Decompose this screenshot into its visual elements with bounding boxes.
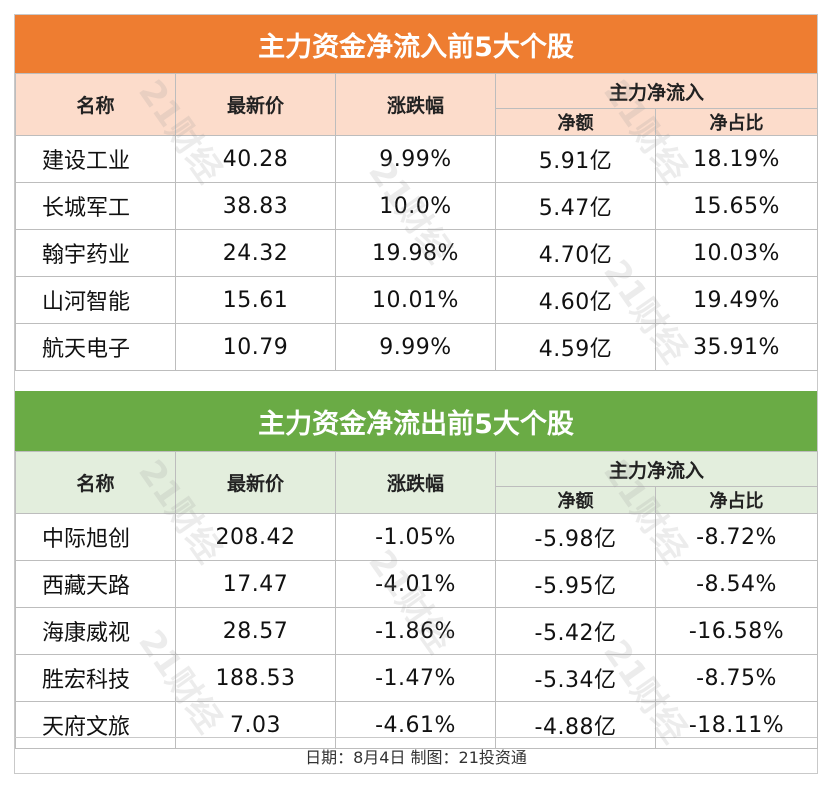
table-row: 航天电子 10.79 9.99% 4.59亿 35.91% <box>15 323 819 371</box>
inflow-table: 名称 最新价 涨跌幅 主力净流入 净额 净占比 建设工业 40.28 9.99%… <box>15 73 819 371</box>
stock-name: 西藏天路 <box>15 560 176 608</box>
stock-net-amount: 5.47亿 <box>495 182 656 230</box>
outflow-table: 名称 最新价 涨跌幅 主力净流入 净额 净占比 中际旭创 208.42 -1.0… <box>15 451 819 749</box>
stock-name: 海康威视 <box>15 607 176 655</box>
stock-name: 长城军工 <box>15 182 176 230</box>
stock-name: 建设工业 <box>15 135 176 183</box>
stock-price: 17.47 <box>175 560 336 608</box>
stock-net-amount: -5.34亿 <box>495 654 656 702</box>
stock-net-amount: -4.88亿 <box>495 701 656 749</box>
stock-price: 40.28 <box>175 135 336 183</box>
header-net-ratio: 净占比 <box>654 108 819 136</box>
stock-price: 188.53 <box>175 654 336 702</box>
stock-change: 10.01% <box>335 276 496 324</box>
table-row: 翰宇药业 24.32 19.98% 4.70亿 10.03% <box>15 229 819 277</box>
stock-net-ratio: -8.54% <box>654 560 819 608</box>
stock-name: 中际旭创 <box>15 513 176 561</box>
stock-change: -4.61% <box>335 701 496 749</box>
stock-net-amount: -5.42亿 <box>495 607 656 655</box>
stock-net-amount: -5.98亿 <box>495 513 656 561</box>
stock-change: -1.05% <box>335 513 496 561</box>
stock-net-ratio: 10.03% <box>654 229 819 277</box>
stock-change: -1.86% <box>335 607 496 655</box>
stock-net-ratio: -8.75% <box>654 654 819 702</box>
stock-price: 10.79 <box>175 323 336 371</box>
header-change: 涨跌幅 <box>335 73 496 136</box>
header-price: 最新价 <box>175 73 336 136</box>
stock-price: 208.42 <box>175 513 336 561</box>
stock-net-amount: 4.59亿 <box>495 323 656 371</box>
stock-price: 28.57 <box>175 607 336 655</box>
table-row: 中际旭创 208.42 -1.05% -5.98亿 -8.72% <box>15 513 819 561</box>
stock-price: 7.03 <box>175 701 336 749</box>
stock-net-ratio: 35.91% <box>654 323 819 371</box>
stock-net-ratio: 15.65% <box>654 182 819 230</box>
header-net-amount: 净额 <box>495 486 656 514</box>
outflow-title: 主力资金净流出前5大个股 <box>15 391 817 451</box>
table-row: 长城军工 38.83 10.0% 5.47亿 15.65% <box>15 182 819 230</box>
header-name: 名称 <box>15 73 176 136</box>
stock-net-ratio: 18.19% <box>654 135 819 183</box>
table-row: 天府文旅 7.03 -4.61% -4.88亿 -18.11% <box>15 701 819 749</box>
footer-caption: 日期：8月4日 制图：21投资通 <box>15 737 817 774</box>
stock-flow-card: 主力资金净流入前5大个股 名称 最新价 涨跌幅 主力净流入 净额 净占比 建设工… <box>14 14 819 774</box>
stock-change: -4.01% <box>335 560 496 608</box>
stock-change: -1.47% <box>335 654 496 702</box>
table-row: 海康威视 28.57 -1.86% -5.42亿 -16.58% <box>15 607 819 655</box>
stock-price: 24.32 <box>175 229 336 277</box>
stock-net-amount: 4.70亿 <box>495 229 656 277</box>
stock-price: 38.83 <box>175 182 336 230</box>
table-row: 山河智能 15.61 10.01% 4.60亿 19.49% <box>15 276 819 324</box>
stock-name: 山河智能 <box>15 276 176 324</box>
stock-change: 9.99% <box>335 135 496 183</box>
stock-net-amount: -5.95亿 <box>495 560 656 608</box>
header-price: 最新价 <box>175 451 336 514</box>
stock-price: 15.61 <box>175 276 336 324</box>
stock-name: 翰宇药业 <box>15 229 176 277</box>
table-row: 建设工业 40.28 9.99% 5.91亿 18.19% <box>15 135 819 183</box>
stock-name: 航天电子 <box>15 323 176 371</box>
stock-net-amount: 4.60亿 <box>495 276 656 324</box>
stock-net-ratio: -18.11% <box>654 701 819 749</box>
stock-net-amount: 5.91亿 <box>495 135 656 183</box>
table-row: 胜宏科技 188.53 -1.47% -5.34亿 -8.75% <box>15 654 819 702</box>
stock-change: 10.0% <box>335 182 496 230</box>
inflow-title: 主力资金净流入前5大个股 <box>15 15 817 73</box>
header-flow-group: 主力净流入 <box>494 451 819 487</box>
stock-net-ratio: 19.49% <box>654 276 819 324</box>
stock-name: 天府文旅 <box>15 701 176 749</box>
header-flow-group: 主力净流入 <box>494 73 819 109</box>
stock-name: 胜宏科技 <box>15 654 176 702</box>
table-row: 西藏天路 17.47 -4.01% -5.95亿 -8.54% <box>15 560 819 608</box>
header-net-ratio: 净占比 <box>654 486 819 514</box>
header-name: 名称 <box>15 451 176 514</box>
stock-net-ratio: -16.58% <box>654 607 819 655</box>
header-change: 涨跌幅 <box>335 451 496 514</box>
stock-change: 9.99% <box>335 323 496 371</box>
header-net-amount: 净额 <box>495 108 656 136</box>
stock-change: 19.98% <box>335 229 496 277</box>
stock-net-ratio: -8.72% <box>654 513 819 561</box>
